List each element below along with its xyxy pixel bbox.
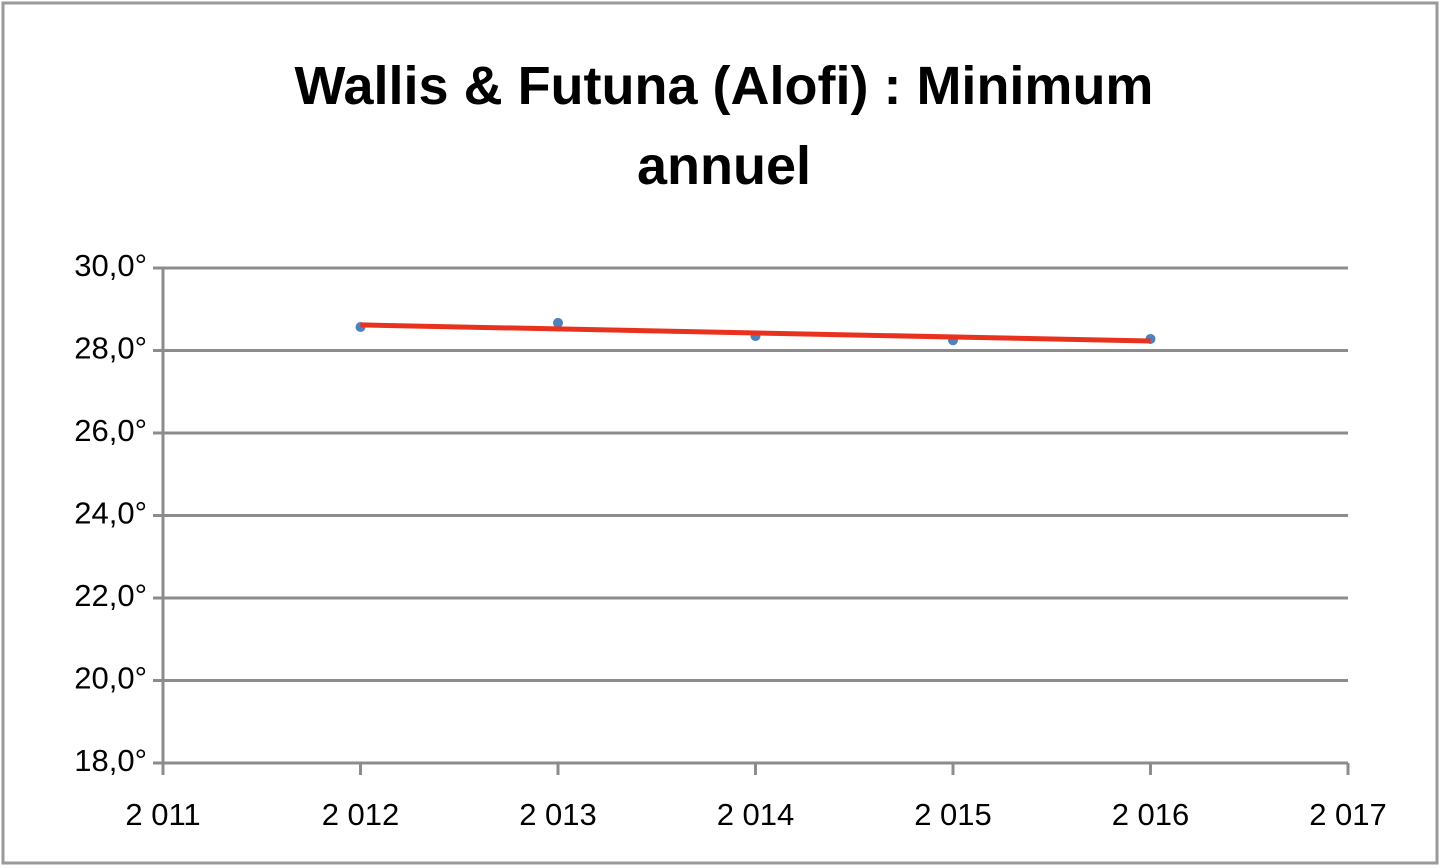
y-tick-label: 18,0° [74, 743, 147, 778]
x-tick-label: 2 015 [914, 797, 992, 832]
x-tick-label: 2 012 [322, 797, 400, 832]
y-tick-label: 24,0° [74, 496, 147, 531]
x-tick-label: 2 017 [1309, 797, 1387, 832]
x-tick-label: 2 016 [1112, 797, 1190, 832]
trendline [360, 322, 1151, 344]
y-tick-label: 26,0° [74, 413, 147, 448]
title-text: annuel [637, 136, 811, 196]
y-tick-label: 30,0° [74, 248, 147, 283]
y-tick-label: 22,0° [74, 578, 147, 613]
x-tick-label: 2 014 [717, 797, 795, 832]
x-tick-label: 2 013 [519, 797, 597, 832]
x-tick-label: 2 011 [125, 797, 200, 832]
y-tick-label: 28,0° [74, 331, 147, 366]
chart-title: Wallis & Futuna (Alofi) : Minimum annuel [295, 56, 1154, 196]
y-tick-label: 20,0° [74, 661, 147, 696]
data-point [553, 317, 563, 328]
title-text: Wallis & Futuna (Alofi) : Minimum [295, 56, 1154, 116]
